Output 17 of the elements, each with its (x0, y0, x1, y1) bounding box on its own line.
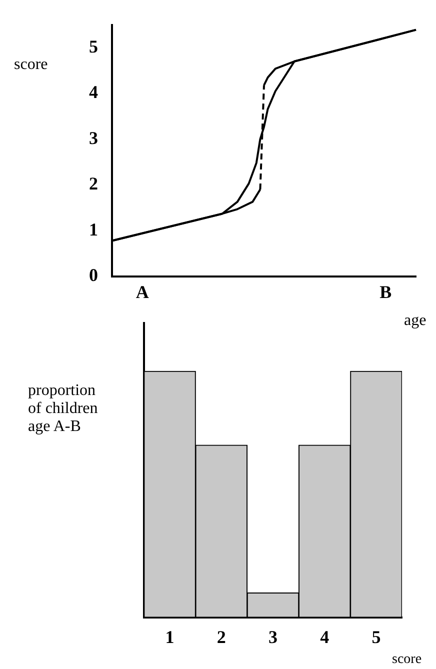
x-tick-label: 3 (268, 626, 278, 647)
y-axis-title: score (14, 56, 48, 74)
x-tick-label: 2 (216, 626, 226, 647)
x-tick-label: 4 (320, 626, 330, 647)
x-tick-label: A (136, 282, 149, 302)
x-tick-label: 5 (372, 626, 381, 647)
x-tick-label: 1 (165, 626, 174, 647)
x-axis-title: score (392, 651, 422, 669)
y-tick-label: 3 (89, 128, 98, 148)
y-tick-label: 2 (89, 174, 98, 194)
x-tick-label: B (380, 282, 392, 302)
y-tick-label: 4 (89, 82, 98, 102)
y-axis-title: proportion of children age A-B (28, 382, 98, 436)
y-tick-label: 5 (89, 36, 98, 56)
y-tick-label: 0 (89, 265, 98, 286)
y-tick-label: 1 (89, 219, 98, 240)
x-axis-title: age (404, 312, 426, 330)
